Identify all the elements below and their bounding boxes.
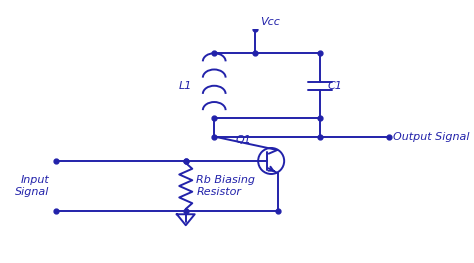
Text: Input
Signal: Input Signal xyxy=(15,175,50,197)
Text: Rb Biasing
Resistor: Rb Biasing Resistor xyxy=(196,175,255,197)
Text: C1: C1 xyxy=(327,81,342,91)
Text: Output Signal: Output Signal xyxy=(393,132,470,141)
Text: L1: L1 xyxy=(179,81,192,91)
Text: Q1: Q1 xyxy=(236,135,252,145)
Text: Vcc: Vcc xyxy=(260,17,280,27)
